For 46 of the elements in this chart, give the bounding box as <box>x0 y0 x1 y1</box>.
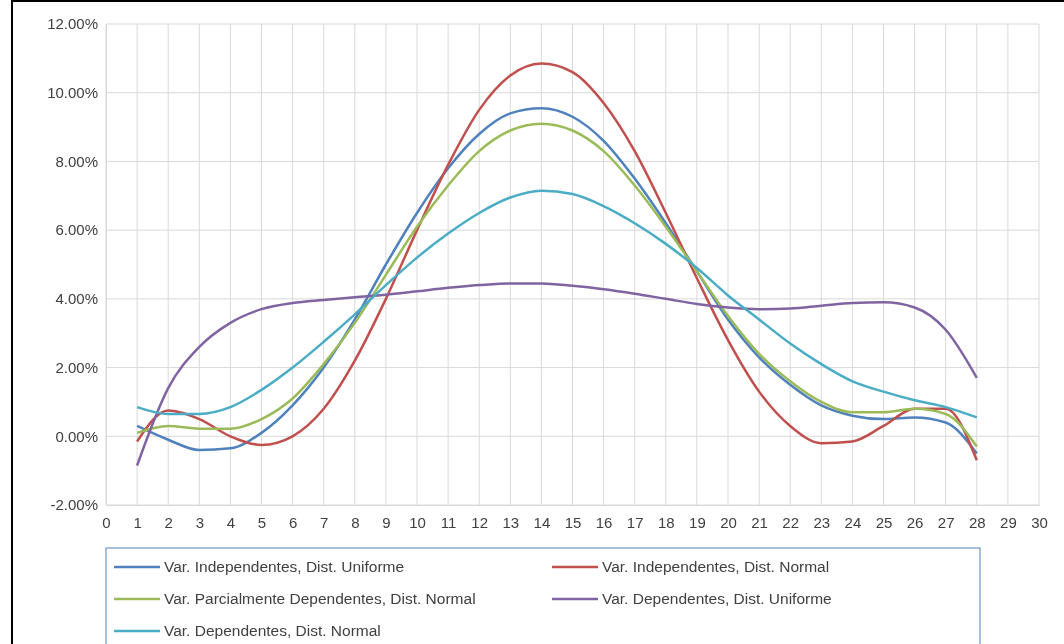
y-tick-label: 12.00% <box>47 15 98 33</box>
legend-label: Var. Parcialmente Dependentes, Dist. Normal <box>164 590 476 607</box>
x-tick-label: 15 <box>564 513 582 531</box>
x-tick-label: 4 <box>226 513 236 531</box>
x-tick-label: 18 <box>657 513 675 531</box>
x-tick-label: 8 <box>351 513 360 531</box>
x-tick-label: 14 <box>533 513 551 531</box>
x-tick-label: 21 <box>751 513 768 531</box>
y-tick-label: 2.00% <box>55 358 98 376</box>
x-tick-label: 13 <box>502 513 520 531</box>
x-tick-label: 10 <box>409 513 426 531</box>
legend-label: Var. Dependentes, Dist. Normal <box>164 622 381 639</box>
y-tick-label: 4.00% <box>55 290 98 308</box>
x-tick-label: 7 <box>320 513 329 531</box>
x-tick-label: 0 <box>102 513 111 531</box>
legend-label: Var. Dependentes, Dist. Uniforme <box>602 590 832 607</box>
x-tick-label: 3 <box>195 513 204 531</box>
x-tick-label: 17 <box>626 513 644 531</box>
x-tick-label: 28 <box>968 513 986 531</box>
legend-label: Var. Independentes, Dist. Uniforme <box>164 558 405 575</box>
x-tick-label: 20 <box>720 513 737 531</box>
x-tick-label: 23 <box>813 513 831 531</box>
x-tick-label: 12 <box>471 513 489 531</box>
x-tick-label: 5 <box>257 513 267 531</box>
x-tick-label: 22 <box>782 513 800 531</box>
x-tick-label: 26 <box>906 513 924 531</box>
x-tick-label: 24 <box>844 513 862 531</box>
y-tick-label: 0.00% <box>55 427 98 445</box>
legend-label: Var. Independentes, Dist. Normal <box>602 558 830 575</box>
y-tick-label: 8.00% <box>55 152 98 170</box>
x-tick-label: 6 <box>288 513 298 531</box>
x-tick-label: 29 <box>1000 513 1017 531</box>
x-tick-label: 30 <box>1031 513 1048 531</box>
x-tick-label: 2 <box>164 513 173 531</box>
x-tick-label: 27 <box>937 513 955 531</box>
x-tick-label: 1 <box>133 513 142 531</box>
y-tick-label: -2.00% <box>50 496 98 514</box>
y-tick-label: 6.00% <box>55 221 98 239</box>
x-tick-label: 11 <box>440 513 457 531</box>
line-series <box>135 282 979 467</box>
x-tick-label: 9 <box>382 513 391 531</box>
y-tick-label: 10.00% <box>47 84 98 102</box>
x-tick-label: 25 <box>875 513 893 531</box>
line-series <box>135 189 979 419</box>
x-tick-label: 19 <box>689 513 706 531</box>
x-tick-label: 16 <box>595 513 613 531</box>
